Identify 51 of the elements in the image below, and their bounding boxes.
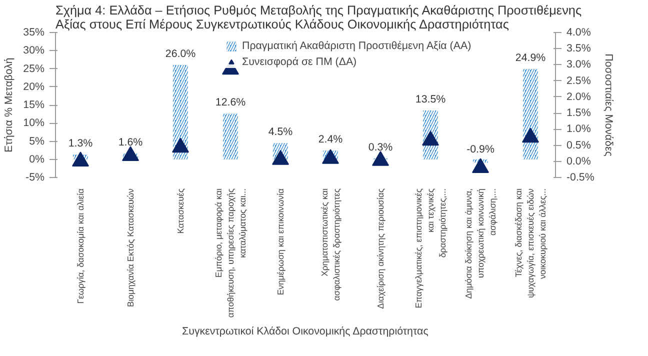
- data-label: 12.6%: [215, 96, 246, 109]
- y-tick-label: 15%: [23, 99, 46, 111]
- y2-tick-label: 1.0%: [566, 123, 592, 136]
- point: [422, 130, 439, 146]
- data-label: 1.3%: [68, 138, 94, 150]
- y-tick-label: 25%: [23, 62, 46, 75]
- data-label: 24.9%: [515, 52, 546, 64]
- x-tick-label: Γεωργία, δασοκομία και αλιεία: [76, 188, 86, 304]
- point: [272, 150, 289, 165]
- point: [72, 152, 89, 167]
- point: [322, 149, 339, 164]
- x-tick-label: Βιομηχανία Εκτός Κατασκευών: [126, 188, 136, 308]
- x-tick-label: Εμπόριο, μεταφορά και αποθήκευση, υπηρεσίες παροχής καταλύματος και...: [214, 188, 248, 318]
- x-tick-label: Κατασκευές: [176, 188, 186, 234]
- x-tick-label: Ενημέρωση και επικοινωνία: [276, 188, 286, 296]
- y2-tick-label: 3.5%: [566, 42, 592, 55]
- data-label: 13.5%: [415, 93, 446, 106]
- data-label: 2.4%: [318, 134, 344, 146]
- y-tick-label: 5%: [29, 135, 46, 148]
- y2-tick-label: 2.0%: [566, 90, 592, 103]
- point: [522, 128, 539, 143]
- legend-label: Πραγματική Ακαθάριστη Προστιθέμενη Αξία (ΑΑ): [242, 40, 472, 52]
- data-label: 0.3%: [368, 141, 394, 154]
- y2-tick-label: -0.5%: [566, 172, 595, 184]
- y2-tick-label: 0.0%: [566, 155, 592, 168]
- y-tick-label: -5%: [26, 172, 46, 184]
- y-tick-label: 20%: [23, 80, 46, 93]
- y2-tick-label: 1.5%: [566, 107, 592, 120]
- y-axis-title: Ετήσια % Μεταβολή: [3, 58, 16, 152]
- data-label: 4.5%: [268, 126, 294, 138]
- y2-tick-label: 2.5%: [566, 74, 592, 87]
- y2-tick-label: 0.5%: [566, 139, 592, 152]
- data-label: -0.9%: [466, 143, 495, 156]
- x-tick-label: Δημόσια διοίκηση και άμυνα, υποχρεωτική κοινωνική ασφάλιση,...: [464, 188, 498, 299]
- legend-label: Συνεισφορά σε ΠΜ (ΔΑ): [242, 56, 357, 68]
- y-tick-label: 30%: [23, 44, 46, 57]
- point: [122, 146, 139, 162]
- y-tick-label: 10%: [23, 117, 46, 130]
- y2-tick-label: 3.0%: [566, 58, 592, 71]
- y2-axis-title: Ποσοστιαίες Μονάδες: [602, 54, 614, 156]
- x-tick-label: Επαγγελματικές, επιστημονικές και τεχνικές δραστηριότητες,...: [414, 188, 448, 308]
- y-tick-label: 0%: [29, 153, 46, 166]
- point: [172, 138, 189, 153]
- data-label: 26.0%: [165, 48, 196, 60]
- x-axis-title: Συγκεντρωτικοί Κλάδοι Οικονομικής Δραστηριότητας: [182, 326, 428, 338]
- x-tick-label: Διαχείριση ακίνητης περιουσίας: [376, 188, 386, 309]
- x-tick-label: Τέχνες, διασκέδαση και ψυχαγωγία, επισκευές ειδών νοικοκυριού και άλλες...: [514, 188, 548, 298]
- data-label: 1.6%: [118, 136, 144, 149]
- point: [372, 151, 389, 166]
- point: [472, 158, 489, 173]
- y-tick-label: 35%: [23, 26, 46, 38]
